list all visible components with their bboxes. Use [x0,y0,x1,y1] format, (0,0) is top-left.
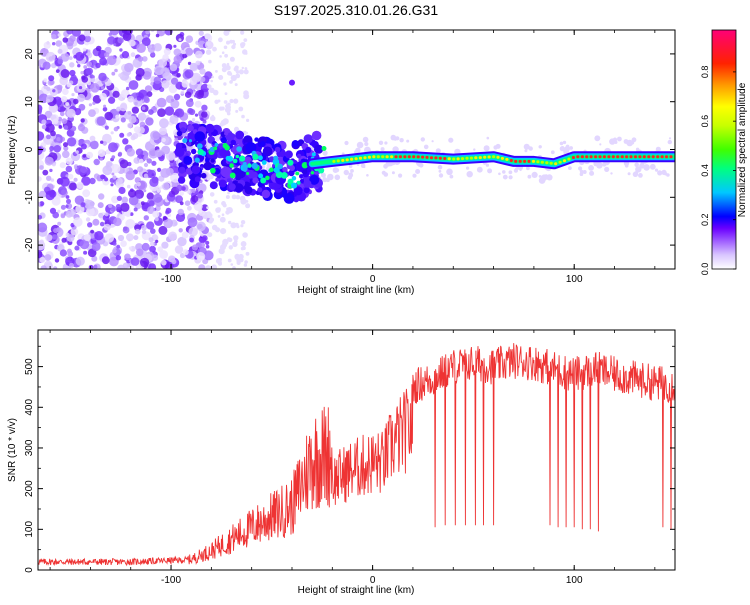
snr-x-tick-label: 100 [566,575,583,586]
colorbar-tick-label: 0.6 [700,115,710,128]
snr-plot-area [38,343,675,567]
spectrogram-y-tick-label: -10 [24,190,35,205]
spectrogram-x-tick-label: 0 [370,274,376,285]
spectrogram-x-tick-label: -100 [161,274,181,285]
snr-series-line [38,343,675,567]
colorbar-gradient [711,29,737,270]
snr-y-tick-label: 200 [24,480,35,497]
spectrogram-y-label: Frequency (Hz) [7,116,18,185]
spectrogram-y-tick-label: 0 [24,146,35,152]
snr-y-tick-label: 100 [24,521,35,538]
snr-y-label: SNR (10 * v/v) [7,418,18,482]
colorbar-tick-label: 0.2 [700,213,710,226]
colorbar: 0.0 0.2 0.4 0.6 0.8 Normalized spectral ampl… [700,29,748,276]
snr-panel: -100 0 100 0 100 200 300 400 500 Height of strai… [7,329,676,596]
snr-frame [37,329,676,571]
snr-x-label: Height of straight line (km) [298,585,415,596]
noise-speckle [38,30,672,269]
snr-y-tick-label: 500 [24,358,35,375]
spectrogram-x-tick-label: 100 [566,274,583,285]
colorbar-tick-label: 0.0 [700,263,710,276]
spectrogram-y-tick-label: 10 [24,96,35,108]
colorbar-ticks: 0.0 0.2 0.4 0.6 0.8 [700,66,736,276]
colorbar-label: Normalized spectral amplitude [737,82,748,217]
spectrogram-image [38,30,675,269]
snr-x-tick-label: 0 [370,575,376,586]
colorbar-tick-label: 0.8 [700,66,710,79]
spectrogram-y-tick-label: -20 [24,237,35,252]
snr-y-tick-label: 0 [24,567,35,573]
figure-title: S197.2025.310.01.26.G31 [274,2,438,18]
spectrogram-x-label: Height of straight line (km) [298,285,415,296]
colorbar-tick-label: 0.4 [700,164,710,177]
snr-y-tick-label: 300 [24,439,35,456]
spectrogram-y-tick-label: 20 [24,48,35,60]
snr-axes: -100 0 100 0 100 200 300 400 500 [24,330,675,586]
snr-x-tick-label: -100 [161,575,181,586]
signal-band [174,79,675,204]
snr-y-tick-label: 400 [24,399,35,416]
